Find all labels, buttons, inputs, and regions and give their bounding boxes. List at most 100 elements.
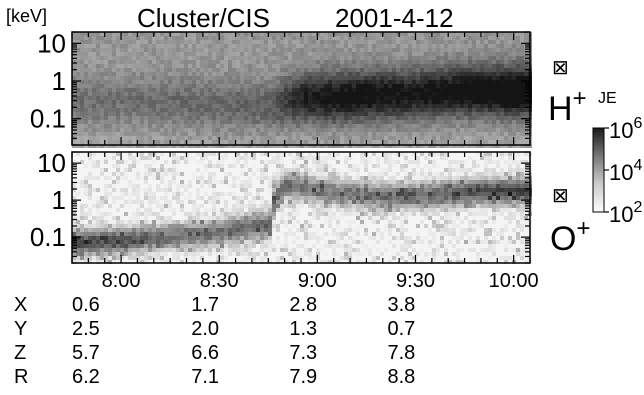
- spectrogram-cell: [104, 232, 108, 236]
- spectrogram-cell: [176, 104, 180, 108]
- spectrogram-cell: [260, 96, 264, 100]
- spectrogram-cell: [236, 88, 240, 92]
- spectrogram-cell: [152, 252, 156, 256]
- spectrogram-cell: [492, 96, 496, 100]
- spectrogram-cell: [272, 196, 276, 200]
- spectrogram-cell: [172, 124, 176, 128]
- spectrogram-cell: [112, 200, 116, 204]
- spectrogram-cell: [444, 44, 448, 48]
- spectrogram-cell: [268, 192, 272, 196]
- spectrogram-cell: [124, 120, 128, 124]
- spectrogram-cell: [256, 240, 260, 244]
- spectrogram-cell: [364, 136, 368, 140]
- spectrogram-cell: [480, 52, 484, 56]
- spectrogram-cell: [108, 172, 112, 176]
- spectrogram-cell: [496, 112, 500, 116]
- spectrogram-cell: [152, 232, 156, 236]
- spectrogram-cell: [108, 248, 112, 252]
- spectrogram-cell: [504, 116, 508, 120]
- spectrogram-cell: [292, 56, 296, 60]
- spectrogram-cell: [300, 36, 304, 40]
- spectrogram-cell: [212, 172, 216, 176]
- spectrogram-cell: [276, 204, 280, 208]
- spectrogram-cell: [520, 104, 524, 108]
- spectrogram-cell: [92, 164, 96, 168]
- spectrogram-cell: [320, 60, 324, 64]
- spectrogram-cell: [136, 132, 140, 136]
- spectrogram-cell: [500, 60, 504, 64]
- spectrogram-cell: [220, 160, 224, 164]
- spectrogram-cell: [104, 128, 108, 132]
- spectrogram-cell: [296, 100, 300, 104]
- spectrogram-cell: [100, 248, 104, 252]
- spectrogram-cell: [148, 180, 152, 184]
- spectrogram-cell: [280, 180, 284, 184]
- spectrogram-cell: [208, 136, 212, 140]
- spectrogram-cell: [524, 96, 528, 100]
- spectrogram-cell: [244, 68, 248, 72]
- spectrogram-cell: [212, 152, 216, 156]
- spectrogram-cell: [116, 116, 120, 120]
- spectrogram-cell: [520, 136, 524, 140]
- spectrogram-cell: [500, 140, 504, 144]
- spectrogram-cell: [436, 96, 440, 100]
- spectrogram-cell: [280, 160, 284, 164]
- spectrogram-cell: [400, 64, 404, 68]
- spectrogram-cell: [348, 76, 352, 80]
- spectrogram-cell: [100, 72, 104, 76]
- spectrogram-cell: [164, 220, 168, 224]
- spectrogram-cell: [84, 108, 88, 112]
- spectrogram-cell: [336, 84, 340, 88]
- spectrogram-cell: [432, 112, 436, 116]
- spectrogram-cell: [224, 232, 228, 236]
- spectrogram-cell: [132, 152, 136, 156]
- spectrogram-cell: [440, 112, 444, 116]
- spectrogram-cell: [88, 136, 92, 140]
- spectrogram-cell: [100, 228, 104, 232]
- spectrogram-cell: [180, 212, 184, 216]
- spectrogram-cell: [484, 116, 488, 120]
- spectrogram-cell: [152, 76, 156, 80]
- spectrogram-cell: [136, 244, 140, 248]
- spectrogram-cell: [268, 96, 272, 100]
- spectrogram-cell: [140, 176, 144, 180]
- spectrogram-cell: [256, 96, 260, 100]
- spectrogram-cell: [76, 144, 80, 148]
- spectrogram-cell: [316, 48, 320, 52]
- spectrogram-cell: [148, 96, 152, 100]
- spectrogram-cell: [356, 144, 360, 148]
- spectrogram-cell: [332, 40, 336, 44]
- spectrogram-cell: [216, 156, 220, 160]
- spectrogram-cell: [260, 260, 264, 264]
- spectrogram-cell: [88, 232, 92, 236]
- spectrogram-cell: [172, 40, 176, 44]
- spectrogram-cell: [164, 224, 168, 228]
- spectrogram-cell: [228, 72, 232, 76]
- spectrogram-cell: [80, 32, 84, 36]
- spectrogram-cell: [96, 188, 100, 192]
- spectrogram-cell: [424, 128, 428, 132]
- spectrogram-cell: [144, 76, 148, 80]
- spectrogram-cell: [272, 188, 276, 192]
- spectrogram-cell: [216, 92, 220, 96]
- spectrogram-cell: [308, 84, 312, 88]
- spectrogram-cell: [168, 232, 172, 236]
- spectrogram-cell: [292, 40, 296, 44]
- spectrogram-cell: [232, 72, 236, 76]
- spectrogram-cell: [188, 240, 192, 244]
- spectrogram-cell: [392, 60, 396, 64]
- spectrogram-cell: [432, 140, 436, 144]
- spectrogram-cell: [156, 172, 160, 176]
- spectrogram-cell: [196, 100, 200, 104]
- spectrogram-cell: [396, 132, 400, 136]
- spectrogram-cell: [424, 136, 428, 140]
- spectrogram-cell: [272, 248, 276, 252]
- spectrogram-cell: [212, 100, 216, 104]
- spectrogram-cell: [284, 156, 288, 160]
- spectrogram-cell: [76, 260, 80, 264]
- spectrogram-cell: [440, 40, 444, 44]
- spectrogram-cell: [88, 200, 92, 204]
- spectrogram-cell: [276, 80, 280, 84]
- spectrogram-cell: [204, 216, 208, 220]
- spectrogram-cell: [404, 48, 408, 52]
